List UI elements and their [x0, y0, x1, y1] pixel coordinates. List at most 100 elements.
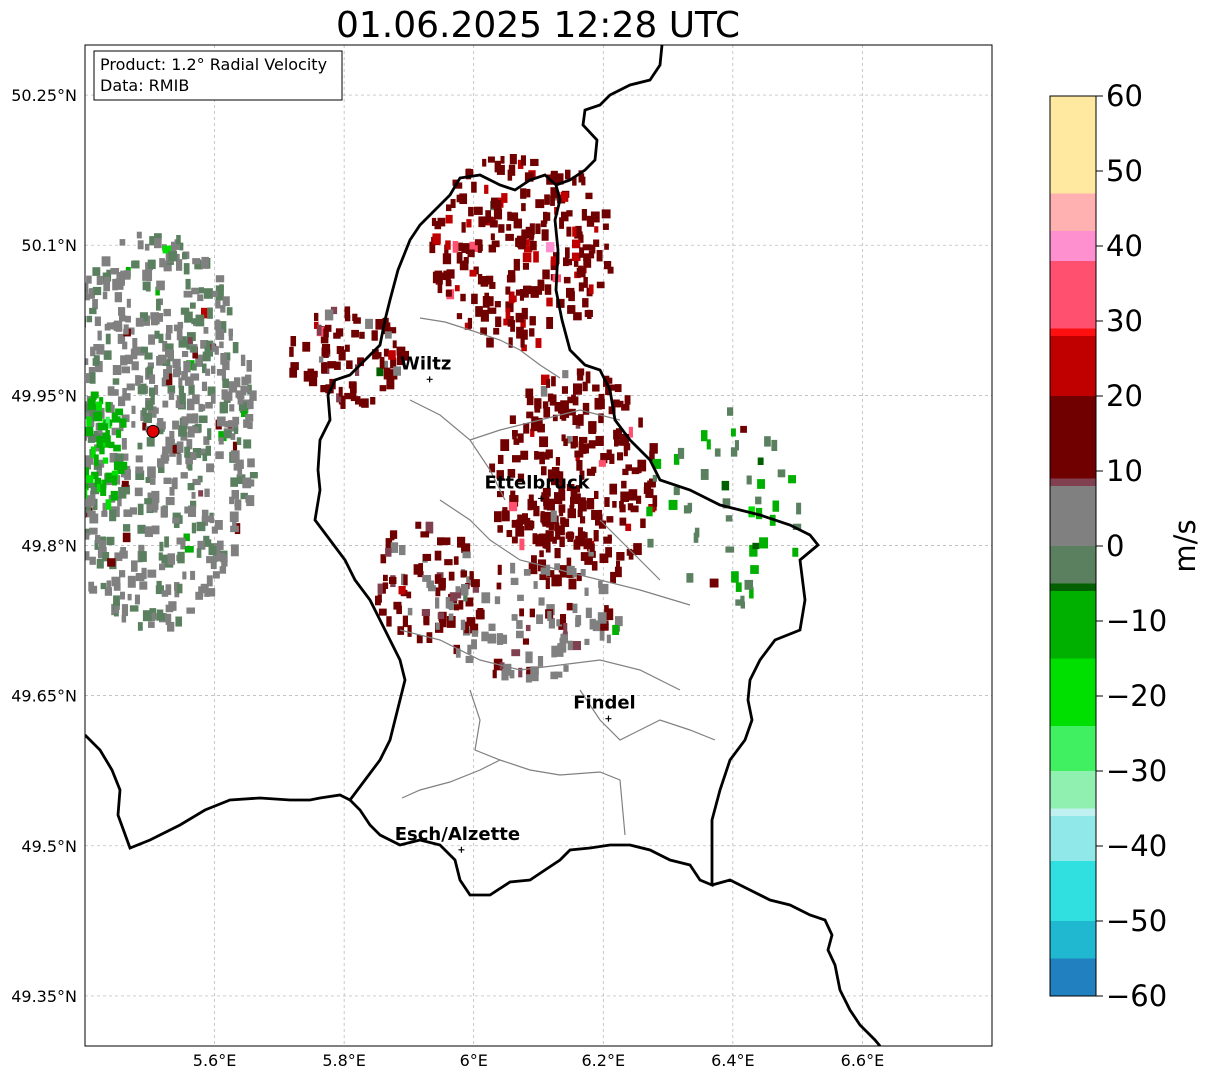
echo-cell — [159, 541, 164, 552]
echo-cell — [563, 276, 571, 284]
echo-cell — [101, 256, 111, 267]
echo-cell — [559, 570, 568, 578]
echo-cell — [55, 351, 63, 358]
echo-cell — [385, 538, 393, 549]
echo-cell — [500, 156, 505, 164]
echo-cell — [431, 217, 437, 227]
echo-cell — [158, 333, 164, 344]
echo-cell — [557, 525, 565, 536]
echo-cell — [108, 441, 115, 449]
echo-cell — [532, 533, 538, 545]
echo-cell — [383, 367, 391, 380]
echo-cell — [539, 550, 544, 558]
echo-cell — [85, 358, 89, 365]
echo-cell — [384, 325, 391, 333]
echo-cell — [117, 333, 126, 344]
echo-cell — [578, 497, 586, 508]
echo-cell — [621, 404, 630, 411]
echo-cell — [435, 272, 444, 280]
echo-cell — [126, 383, 135, 391]
echo-cell — [603, 536, 612, 544]
echo-cell — [192, 427, 199, 434]
echo-cell — [588, 440, 596, 449]
echo-cell — [464, 621, 470, 634]
echo-cell — [158, 463, 165, 474]
echo-cell — [523, 569, 531, 576]
echo-cell — [450, 199, 456, 209]
echo-cell — [583, 258, 592, 268]
echo-cell — [186, 413, 194, 424]
echo-cell — [173, 477, 178, 490]
echo-cell — [423, 553, 432, 561]
echo-cell — [565, 532, 575, 539]
echo-cell — [165, 343, 174, 355]
echo-cell — [96, 484, 102, 493]
echo-cell — [599, 553, 609, 564]
echo-cell — [208, 349, 214, 357]
echo-cell — [172, 420, 180, 430]
echo-cell — [111, 470, 119, 480]
colorbar-tick-label: 60 — [1106, 79, 1143, 113]
echo-cell — [192, 448, 202, 459]
echo-cell — [578, 282, 584, 292]
echo-cell — [94, 444, 101, 452]
lat-tick-label: 49.8°N — [21, 537, 77, 556]
echo-cell — [388, 350, 396, 360]
echo-cell — [460, 570, 468, 578]
echo-cell — [187, 426, 195, 438]
echo-cell — [731, 571, 739, 583]
echo-cell — [538, 597, 545, 606]
echo-cell — [221, 559, 228, 567]
echo-cell — [104, 276, 111, 287]
germany-france-border — [711, 878, 882, 1046]
echo-cell — [687, 502, 693, 513]
echo-cell — [198, 490, 204, 497]
echo-cell — [749, 587, 754, 599]
echo-cell — [523, 285, 529, 298]
echo-cell — [584, 587, 589, 596]
echo-cell — [454, 285, 460, 292]
echo-cell — [467, 317, 473, 329]
echo-cell — [515, 312, 524, 323]
echo-cell — [561, 411, 567, 421]
echo-cell — [93, 463, 102, 470]
echo-cell — [69, 463, 78, 469]
echo-cell — [462, 551, 471, 559]
echo-cell — [616, 439, 622, 446]
echo-cell — [530, 670, 539, 682]
echo-cell — [533, 581, 538, 589]
echo-cell — [380, 554, 387, 564]
echo-cell — [142, 269, 151, 281]
echo-cell — [122, 532, 131, 543]
echo-cell — [594, 490, 599, 500]
echo-cell — [624, 395, 631, 405]
echo-region-central-cell — [489, 368, 658, 590]
echo-cell — [571, 252, 581, 261]
echo-cell — [208, 546, 217, 556]
echo-cell — [200, 583, 209, 594]
echo-cell — [535, 417, 543, 430]
echo-cell — [131, 260, 140, 269]
echo-cell — [598, 460, 606, 467]
echo-cell — [497, 491, 504, 498]
echo-cell — [584, 554, 593, 565]
echo-cell — [561, 434, 566, 442]
echo-cell — [147, 259, 156, 270]
echo-cell — [245, 374, 252, 384]
echo-cell — [448, 613, 454, 621]
echo-cell — [605, 377, 613, 384]
echo-cell — [552, 536, 557, 544]
echo-cell — [442, 253, 452, 265]
echo-cell — [572, 176, 577, 186]
echo-cell — [508, 295, 517, 303]
echo-cell — [456, 588, 462, 599]
echo-cell — [198, 404, 206, 411]
lat-tick-label: 49.35°N — [11, 987, 77, 1006]
echo-cell — [628, 491, 635, 499]
echo-cell — [85, 455, 94, 465]
echo-cell — [85, 508, 87, 518]
echo-cell — [579, 436, 588, 443]
echo-cell — [357, 357, 364, 367]
echo-cell — [683, 505, 692, 514]
echo-cell — [191, 522, 197, 534]
